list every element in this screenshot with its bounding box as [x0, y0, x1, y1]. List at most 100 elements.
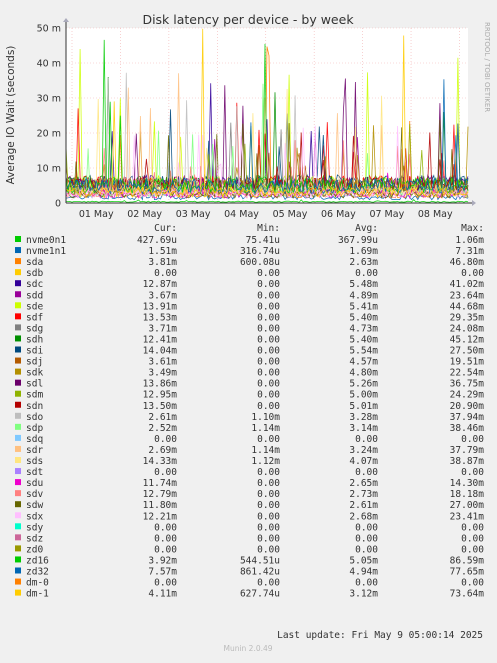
legend-value-avg: 2.61m	[349, 500, 378, 511]
legend-value-min: 0.00	[257, 478, 280, 489]
legend-value-cur: 0.00	[154, 434, 177, 445]
legend-series-name: sde	[26, 301, 43, 312]
rrdtool-watermark: RRDTOOL / TOBI OETIKER	[483, 22, 491, 112]
legend-series-name: nvme1n1	[26, 246, 66, 257]
legend-value-max: 7.31m	[455, 246, 484, 257]
legend-swatch	[15, 578, 21, 585]
legend-swatch	[15, 346, 21, 353]
x-axis-arrow	[472, 200, 476, 206]
legend-value-max: 0.00	[461, 578, 484, 589]
legend-swatch	[15, 302, 21, 309]
legend-swatch	[15, 457, 21, 463]
axes	[63, 18, 476, 206]
legend-value-max: 23.41m	[450, 511, 485, 522]
y-tick-label: 50 m	[37, 24, 61, 35]
legend-value-max: 73.64m	[450, 589, 485, 600]
legend-value-cur: 2.61m	[148, 412, 177, 423]
legend-value-avg: 2.63m	[349, 257, 378, 268]
legend-series-name: sdi	[26, 346, 43, 357]
legend-value-cur: 7.57m	[148, 567, 177, 578]
legend-value-min: 0.00	[257, 401, 280, 412]
legend-value-max: 0.00	[461, 522, 484, 533]
legend-series-name: sdx	[26, 511, 43, 522]
legend-value-cur: 427.69u	[137, 235, 177, 246]
legend-value-cur: 12.87m	[143, 279, 178, 290]
legend-value-avg: 5.48m	[349, 279, 378, 290]
legend-value-min: 75.41u	[246, 235, 280, 246]
legend-table: Cur: Min: Avg: Max: nvme0n1 427.69u 75.41u 367.…	[15, 223, 484, 600]
legend-value-max: 19.51m	[450, 357, 485, 368]
legend-value-min: 0.00	[257, 522, 280, 533]
legend-value-min: 316.74u	[240, 246, 280, 257]
legend-value-avg: 5.40m	[349, 334, 378, 345]
legend-value-max: 1.06m	[455, 235, 484, 246]
legend-value-min: 600.08u	[240, 257, 280, 268]
legend-value-min: 0.00	[257, 434, 280, 445]
legend-series-name: sdz	[26, 533, 43, 544]
chart-title: Disk latency per device - by week	[142, 12, 354, 27]
legend-swatch	[15, 567, 21, 574]
legend-value-cur: 12.95m	[143, 390, 178, 401]
legend-value-min: 544.51u	[240, 555, 280, 566]
legend-swatch	[15, 501, 21, 508]
legend-swatch	[15, 269, 21, 276]
legend-series-name: nvme0n1	[26, 235, 66, 246]
legend-value-cur: 0.00	[154, 522, 177, 533]
legend-value-cur: 12.21m	[143, 511, 178, 522]
legend-series-name: sdk	[26, 368, 43, 379]
legend-value-avg: 5.01m	[349, 401, 378, 412]
legend-value-max: 29.35m	[450, 312, 485, 323]
legend-value-min: 1.14m	[251, 445, 280, 456]
legend-series-name: sdn	[26, 401, 43, 412]
legend-value-avg: 4.57m	[349, 357, 378, 368]
legend-value-min: 0.00	[257, 511, 280, 522]
legend-value-cur: 13.91m	[143, 301, 178, 312]
legend-value-avg: 2.68m	[349, 511, 378, 522]
legend-series-name: sdl	[26, 379, 43, 390]
legend-value-avg: 0.00	[355, 533, 378, 544]
legend-series-name: sds	[26, 456, 43, 467]
legend-value-min: 1.14m	[251, 423, 280, 434]
legend-value-avg: 5.05m	[349, 555, 378, 566]
y-tick-label: 40 m	[37, 59, 61, 70]
legend-value-avg: 5.40m	[349, 312, 378, 323]
legend-value-min: 0.00	[257, 467, 280, 478]
legend-value-min: 627.74u	[240, 589, 280, 600]
legend-value-cur: 3.67m	[148, 290, 177, 301]
legend-value-avg: 0.00	[355, 434, 378, 445]
y-tick-label: 0	[55, 199, 61, 210]
x-tick-label: 02 May	[127, 209, 162, 220]
munin-version: Munin 2.0.49	[223, 644, 272, 653]
legend-value-cur: 2.69m	[148, 445, 177, 456]
x-tick-labels: 01 May 02 May 03 May 04 May 05 May 06 May 07 M…	[79, 209, 453, 220]
legend-value-min: 861.42u	[240, 567, 280, 578]
legend-value-max: 18.18m	[450, 489, 485, 500]
legend-value-min: 0.00	[257, 279, 280, 290]
legend-value-max: 36.75m	[450, 379, 485, 390]
legend-swatch	[15, 468, 21, 475]
y-tick-label: 20 m	[37, 129, 61, 140]
legend-value-cur: 3.61m	[148, 357, 177, 368]
legend-value-avg: 0.00	[355, 268, 378, 279]
legend-series-name: sdb	[26, 268, 43, 279]
legend-value-max: 0.00	[461, 533, 484, 544]
legend-swatch	[15, 357, 21, 364]
legend-value-min: 0.00	[257, 334, 280, 345]
legend-swatch	[15, 335, 21, 342]
legend-value-min: 0.00	[257, 379, 280, 390]
legend-value-cur: 0.00	[154, 544, 177, 555]
legend-value-min: 0.00	[257, 268, 280, 279]
legend-swatch	[15, 545, 21, 552]
legend-value-avg: 5.26m	[349, 379, 378, 390]
legend-value-cur: 3.49m	[148, 368, 177, 379]
legend-value-max: 20.90m	[450, 401, 485, 412]
y-tick-labels: 0 10 m 20 m 30 m 40 m 50 m	[37, 24, 61, 210]
legend-swatch	[15, 313, 21, 320]
legend-value-min: 0.00	[257, 301, 280, 312]
legend-value-avg: 0.00	[355, 578, 378, 589]
legend-value-min: 0.00	[257, 323, 280, 334]
legend-column-header: Max:	[461, 223, 484, 234]
legend-value-avg: 3.24m	[349, 445, 378, 456]
legend-series-name: sdg	[26, 323, 43, 334]
legend-value-min: 0.00	[257, 290, 280, 301]
